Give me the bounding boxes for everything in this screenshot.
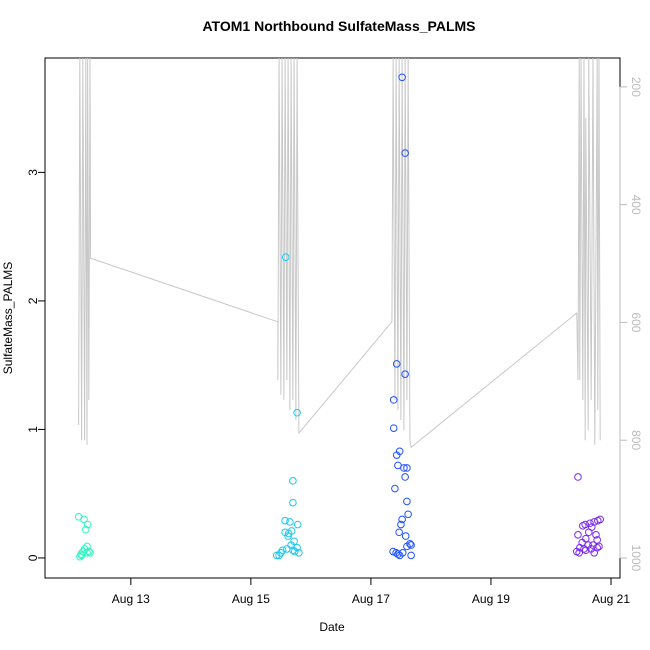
scatter-point	[284, 532, 292, 540]
scatter-point	[394, 550, 402, 558]
x-tick-label: Aug 17	[352, 592, 390, 606]
y2-tick-label: 800	[629, 430, 643, 450]
scatter-point	[290, 547, 299, 556]
scatter-point	[83, 549, 91, 557]
scatter-point	[575, 549, 583, 557]
scatter-point	[289, 477, 297, 485]
y-axis-label: SulfateMass_PALMS	[1, 262, 15, 375]
scatter-point	[85, 547, 93, 556]
scatter-point	[272, 551, 281, 560]
scatter-point	[590, 549, 598, 557]
y2-tick-label: 1000	[629, 545, 643, 572]
chart-title: ATOM1 Northbound SulfateMass_PALMS	[202, 18, 475, 34]
scatter-point	[76, 552, 84, 561]
scatter-point	[392, 360, 401, 368]
scatter-point	[401, 473, 409, 481]
scatter-point	[403, 464, 411, 472]
scatter-point	[287, 541, 295, 549]
scatter-point	[403, 497, 411, 506]
scatter-point	[389, 424, 398, 432]
x-tick-label: Aug 19	[472, 592, 510, 606]
x-tick-label: Aug 15	[232, 592, 270, 606]
scatter-point	[398, 515, 406, 524]
x-tick-label: Aug 21	[592, 592, 630, 606]
scatter-point	[80, 515, 88, 524]
plot-frame	[44, 57, 621, 579]
scatter-point	[397, 520, 405, 529]
scatter-point	[586, 519, 594, 528]
x-tick-label: Aug 13	[112, 592, 150, 606]
scatter-point	[395, 528, 403, 537]
y2-tick-label: 200	[629, 77, 643, 97]
y-tick-label: 3	[26, 169, 40, 176]
scatter-point	[389, 396, 398, 404]
plot-area	[74, 58, 604, 561]
scatter-point	[581, 534, 590, 543]
scatter-point	[404, 510, 412, 519]
x-axis-label: Date	[319, 620, 345, 634]
scatter-point	[289, 498, 297, 507]
y-tick-label: 0	[26, 554, 40, 561]
scatter-point	[293, 408, 301, 417]
scatter-point	[281, 516, 289, 525]
scatter-point	[407, 541, 415, 549]
scatter-point	[581, 546, 590, 555]
scatter-point	[281, 253, 290, 262]
y-tick-label: 2	[26, 297, 40, 304]
scatter-point	[82, 525, 90, 534]
scatter-point	[83, 520, 92, 529]
scatter-point	[592, 531, 600, 539]
scatter-point	[286, 518, 294, 526]
scatter-point	[580, 545, 588, 553]
line-series	[78, 58, 601, 449]
scatter-point	[398, 73, 406, 82]
scatter-point	[596, 515, 604, 524]
scatter-point	[403, 542, 411, 551]
y2-tick-label: 400	[629, 195, 643, 215]
scatter-point	[283, 545, 291, 553]
scatter-point	[574, 531, 582, 539]
scatter-point	[574, 473, 582, 481]
scatter-point	[401, 532, 410, 540]
scatter-point	[86, 549, 94, 557]
y-tick-label: 1	[26, 426, 40, 433]
scatter-point	[391, 484, 399, 493]
scatter-point	[400, 464, 408, 472]
scatter-point	[293, 520, 302, 529]
scatter-point	[578, 522, 587, 530]
scatter-point	[392, 451, 401, 459]
scatter-point	[401, 149, 409, 157]
scatter-point	[287, 527, 296, 535]
y2-tick-label: 600	[629, 312, 643, 332]
scatter-point	[395, 551, 404, 560]
scatter-point	[277, 549, 285, 557]
scatter-point	[401, 370, 409, 378]
scatter-point	[407, 551, 415, 560]
scatter-point	[584, 528, 593, 537]
scatter-point	[289, 546, 297, 555]
scatter-point	[595, 542, 603, 551]
